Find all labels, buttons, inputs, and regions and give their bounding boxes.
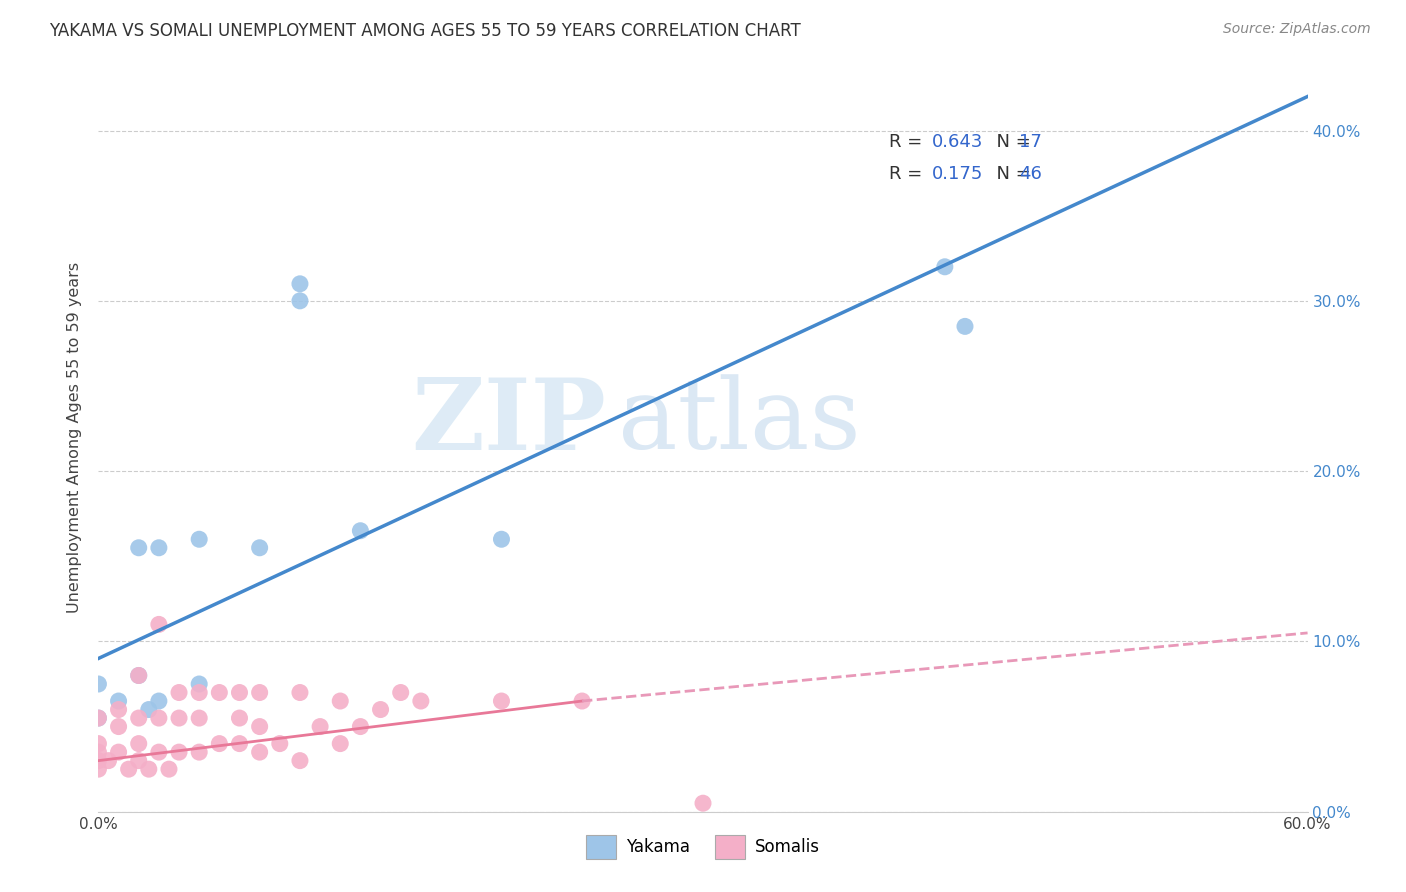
Text: Source: ZipAtlas.com: Source: ZipAtlas.com bbox=[1223, 22, 1371, 37]
Point bbox=[249, 720, 271, 734]
Point bbox=[107, 702, 129, 716]
Point bbox=[409, 694, 432, 708]
Point bbox=[228, 737, 250, 751]
Text: R =: R = bbox=[889, 165, 928, 183]
Point bbox=[288, 293, 311, 308]
Point bbox=[87, 737, 110, 751]
Point bbox=[128, 754, 150, 768]
Point bbox=[692, 796, 714, 810]
Legend: Yakama, Somalis: Yakama, Somalis bbox=[578, 827, 828, 867]
Point bbox=[128, 668, 150, 682]
Point bbox=[118, 762, 141, 776]
Y-axis label: Unemployment Among Ages 55 to 59 years: Unemployment Among Ages 55 to 59 years bbox=[67, 261, 83, 613]
Point bbox=[249, 541, 271, 555]
Point bbox=[571, 694, 593, 708]
Point bbox=[128, 668, 150, 682]
Point bbox=[87, 711, 110, 725]
Point bbox=[167, 745, 190, 759]
Point bbox=[87, 677, 110, 691]
Point bbox=[188, 533, 211, 547]
Point bbox=[288, 277, 311, 291]
Point bbox=[87, 754, 110, 768]
Point bbox=[188, 745, 211, 759]
Text: R =: R = bbox=[889, 133, 928, 151]
Point bbox=[188, 685, 211, 699]
Text: ZIP: ZIP bbox=[412, 374, 606, 471]
Text: 46: 46 bbox=[1018, 165, 1042, 183]
Point bbox=[329, 737, 352, 751]
Point bbox=[228, 685, 250, 699]
Point bbox=[934, 260, 956, 274]
Point bbox=[148, 617, 170, 632]
Text: 17: 17 bbox=[1018, 133, 1042, 151]
Point bbox=[167, 685, 190, 699]
Point bbox=[97, 754, 120, 768]
Point bbox=[269, 737, 291, 751]
Point bbox=[138, 702, 160, 716]
Text: atlas: atlas bbox=[619, 375, 860, 470]
Point bbox=[148, 694, 170, 708]
Point bbox=[208, 685, 231, 699]
Point bbox=[208, 737, 231, 751]
Point bbox=[148, 745, 170, 759]
Point bbox=[107, 694, 129, 708]
Point bbox=[188, 711, 211, 725]
Point bbox=[249, 685, 271, 699]
Point bbox=[349, 524, 371, 538]
Point bbox=[953, 319, 976, 334]
Point bbox=[128, 541, 150, 555]
Text: YAKAMA VS SOMALI UNEMPLOYMENT AMONG AGES 55 TO 59 YEARS CORRELATION CHART: YAKAMA VS SOMALI UNEMPLOYMENT AMONG AGES… bbox=[49, 22, 801, 40]
Point bbox=[128, 711, 150, 725]
Point bbox=[249, 745, 271, 759]
Point bbox=[188, 677, 211, 691]
Point bbox=[107, 720, 129, 734]
Text: 0.643: 0.643 bbox=[931, 133, 983, 151]
Point bbox=[87, 745, 110, 759]
Point bbox=[148, 711, 170, 725]
Point bbox=[128, 737, 150, 751]
Point bbox=[148, 541, 170, 555]
Point bbox=[138, 762, 160, 776]
Point bbox=[157, 762, 180, 776]
Point bbox=[87, 762, 110, 776]
Point bbox=[349, 720, 371, 734]
Point bbox=[87, 711, 110, 725]
Point bbox=[309, 720, 332, 734]
Point bbox=[288, 685, 311, 699]
Text: 0.175: 0.175 bbox=[931, 165, 983, 183]
Point bbox=[288, 754, 311, 768]
Point bbox=[329, 694, 352, 708]
Text: N =: N = bbox=[984, 133, 1036, 151]
Point bbox=[228, 711, 250, 725]
Point bbox=[167, 711, 190, 725]
Point bbox=[107, 745, 129, 759]
Point bbox=[370, 702, 392, 716]
Text: N =: N = bbox=[984, 165, 1036, 183]
Point bbox=[491, 533, 513, 547]
Point bbox=[491, 694, 513, 708]
Point bbox=[389, 685, 412, 699]
